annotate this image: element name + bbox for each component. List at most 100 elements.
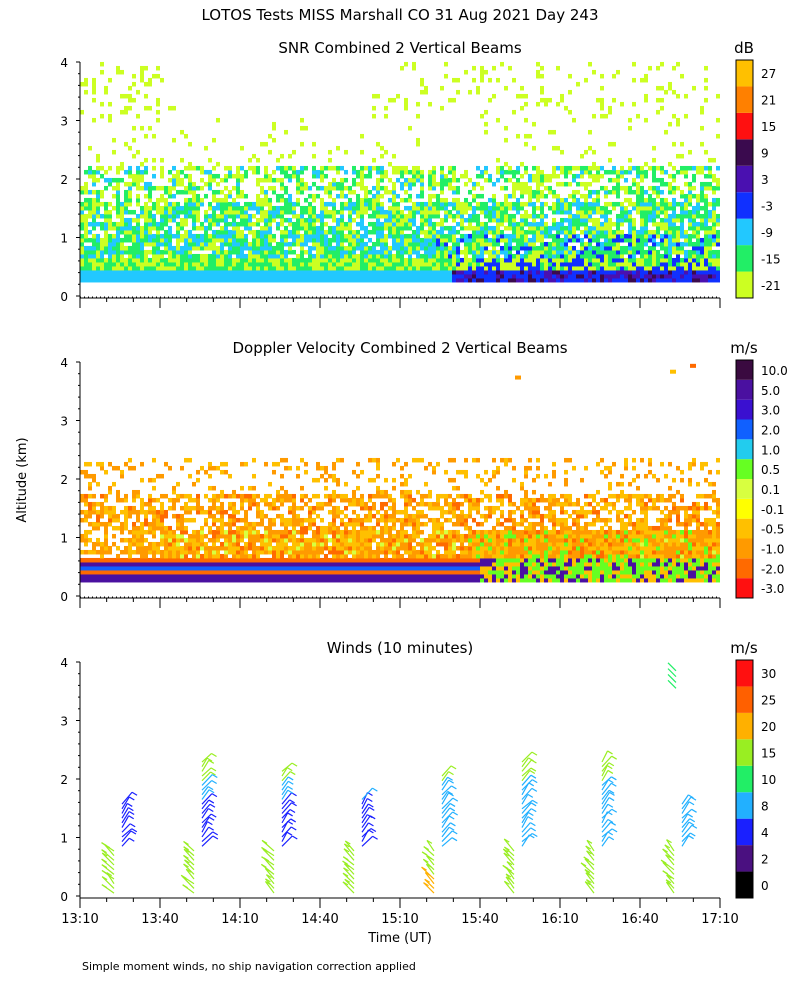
snr-cell (580, 273, 584, 279)
snr-cell (284, 253, 288, 259)
velocity-cell (288, 465, 292, 471)
snr-cell (528, 273, 532, 279)
velocity-cell (288, 537, 292, 543)
snr-cell (124, 217, 128, 223)
snr-cell (96, 249, 100, 255)
velocity-cell (284, 529, 288, 535)
snr-cell (528, 177, 532, 183)
snr-cell (108, 237, 112, 243)
snr-cell (656, 241, 660, 247)
snr-cell (536, 253, 540, 259)
velocity-cell (132, 505, 136, 511)
snr-cell (440, 245, 444, 251)
velocity-cell (184, 561, 188, 567)
snr-cell (380, 249, 384, 255)
snr-cell (288, 193, 292, 199)
snr-cell (300, 141, 304, 147)
velocity-cell (208, 537, 212, 543)
snr-cell (304, 221, 308, 227)
snr-cell (716, 217, 720, 223)
velocity-cell (228, 557, 232, 563)
snr-cell (548, 253, 552, 259)
snr-cell (664, 257, 668, 263)
snr-cell (536, 169, 540, 175)
snr-cell (204, 237, 208, 243)
snr-cell (100, 253, 104, 259)
velocity-cell (224, 569, 228, 575)
snr-cell (504, 201, 508, 207)
snr-cell (716, 269, 720, 275)
snr-cell (240, 245, 244, 251)
velocity-cell (284, 521, 288, 527)
snr-cell (480, 241, 484, 247)
velocity-cell (232, 553, 236, 559)
snr-cell (388, 189, 392, 195)
snr-cell (128, 209, 132, 215)
velocity-cell (240, 461, 244, 467)
velocity-cell (184, 517, 188, 523)
snr-cell (420, 181, 424, 187)
snr-cell (192, 205, 196, 211)
snr-cell (92, 273, 96, 279)
snr-cell (192, 197, 196, 203)
snr-cell (228, 245, 232, 251)
snr-cell (388, 213, 392, 219)
snr-cell (392, 257, 396, 263)
colorbar-label: -15 (761, 252, 781, 266)
velocity-cell (180, 533, 184, 539)
snr-cell (404, 189, 408, 195)
velocity-cell (252, 473, 256, 479)
snr-cell (340, 249, 344, 255)
snr-cell (360, 265, 364, 271)
snr-cell (304, 165, 308, 171)
snr-cell (532, 253, 536, 259)
snr-cell (224, 225, 228, 231)
snr-cell (148, 241, 152, 247)
snr-cell (352, 165, 356, 171)
snr-cell (348, 241, 352, 247)
snr-cell (512, 229, 516, 235)
snr-cell (84, 221, 88, 227)
velocity-cell (220, 525, 224, 531)
snr-cell (124, 169, 128, 175)
snr-cell (680, 225, 684, 231)
snr-cell (292, 205, 296, 211)
snr-cell (132, 237, 136, 243)
velocity-cell (284, 457, 288, 463)
snr-cell (388, 205, 392, 211)
snr-cell (456, 213, 460, 219)
snr-cell (676, 245, 680, 251)
snr-cell (224, 249, 228, 255)
snr-cell (604, 209, 608, 215)
snr-cell (252, 257, 256, 263)
snr-cell (256, 193, 260, 199)
snr-cell (664, 249, 668, 255)
snr-cell (712, 237, 716, 243)
snr-cell (316, 269, 320, 275)
velocity-cell (96, 577, 100, 583)
snr-cell (576, 165, 580, 171)
snr-cell (440, 273, 444, 279)
snr-cell (300, 249, 304, 255)
snr-cell (460, 249, 464, 255)
snr-cell (172, 261, 176, 267)
velocity-cell (92, 505, 96, 511)
velocity-cell (288, 529, 292, 535)
snr-cell (92, 257, 96, 263)
snr-cell (180, 181, 184, 187)
snr-cell (428, 249, 432, 255)
snr-cell (484, 249, 488, 255)
snr-cell (172, 165, 176, 171)
velocity-cell (252, 493, 256, 499)
snr-cell (368, 265, 372, 271)
velocity-cell (224, 469, 228, 475)
snr-cell (700, 205, 704, 211)
snr-cell (468, 225, 472, 231)
velocity-cell (108, 513, 112, 519)
velocity-cell (276, 497, 280, 503)
snr-cell (624, 265, 628, 271)
snr-cell (148, 249, 152, 255)
snr-cell (688, 185, 692, 191)
snr-cell (432, 165, 436, 171)
snr-cell (136, 165, 140, 171)
